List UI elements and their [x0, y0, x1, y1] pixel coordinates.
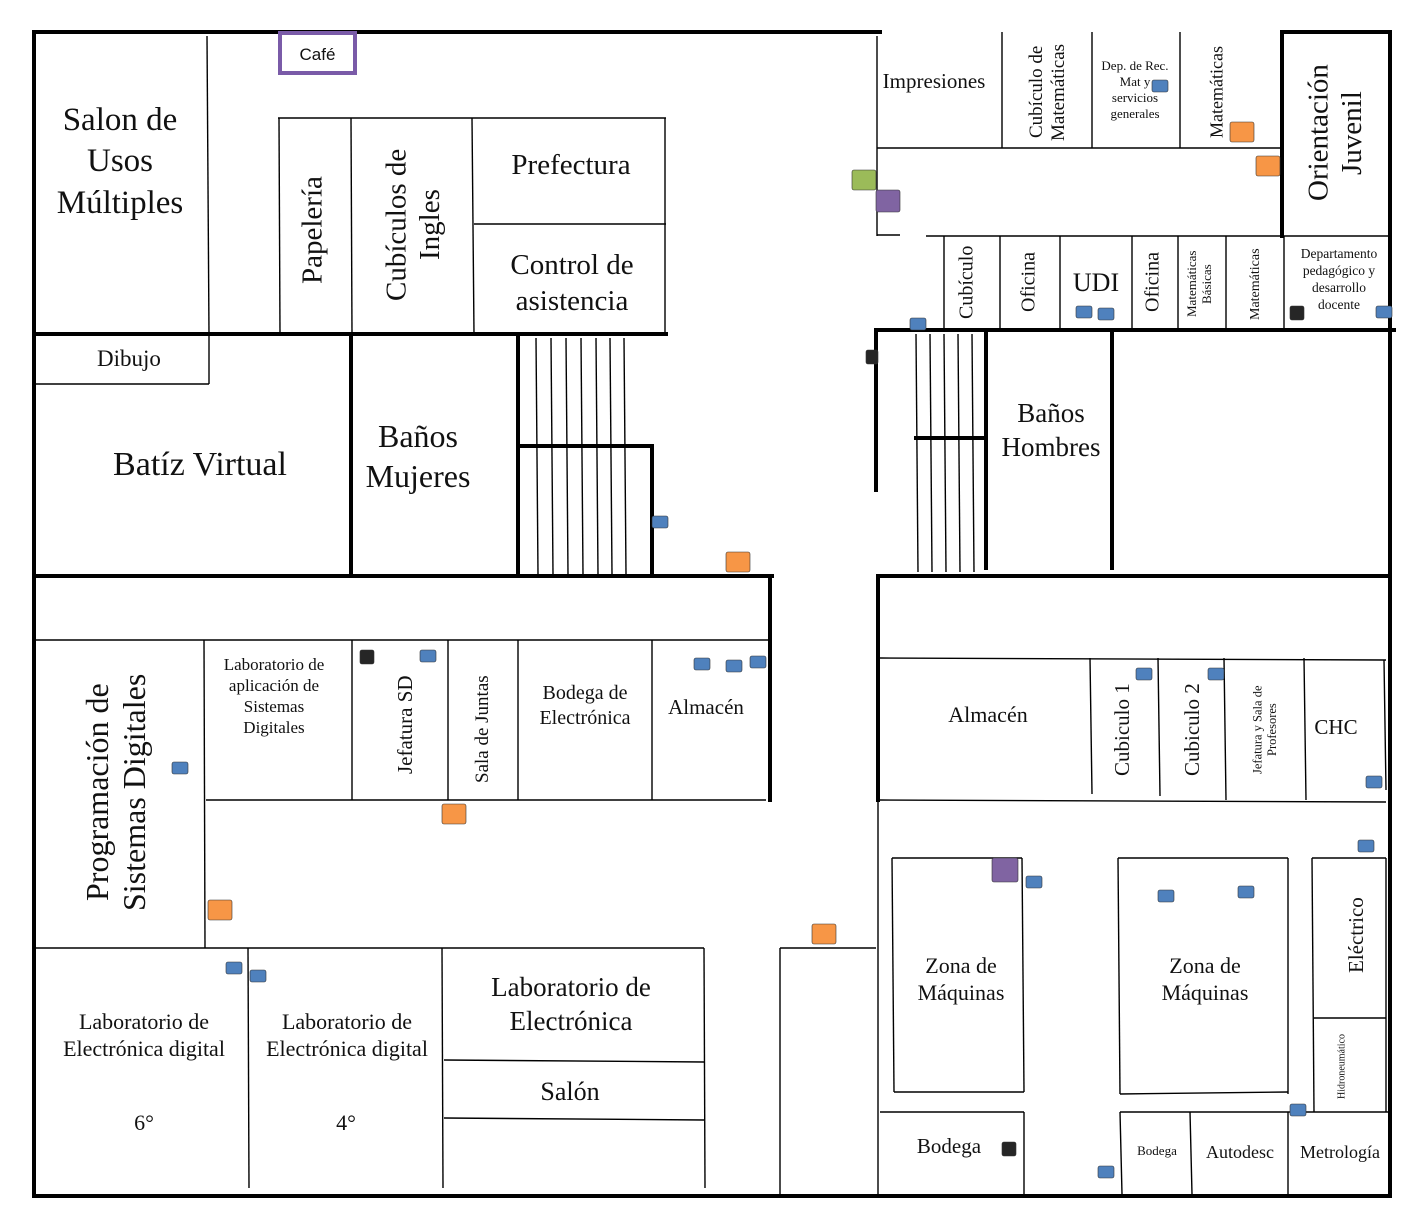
- blue-marker: [1289, 1103, 1307, 1117]
- blue-marker: [1157, 889, 1175, 903]
- depto-pedagogico-label: Departamento pedagógico y desarrollo doc…: [1300, 246, 1378, 312]
- dibujo-label: Dibujo: [97, 345, 161, 371]
- almacen-right-label: Almacén: [948, 702, 1028, 728]
- lab-electronica-label: Laboratorio de Electrónica: [491, 972, 651, 1036]
- lab-electronica-digital-6-label: Laboratorio de Electrónica digital: [63, 1008, 225, 1062]
- orientacion-juvenil-label: Orientación Juvenil: [1302, 64, 1368, 202]
- jefatura-sd-label: Jefatura SD: [392, 675, 417, 775]
- blue-marker: [1237, 885, 1255, 899]
- bodega-electronica-label: Bodega de Electrónica: [539, 682, 631, 729]
- blue-marker: [651, 515, 669, 529]
- almacen-left-label: Almacén: [668, 694, 744, 719]
- blue-marker: [1207, 667, 1225, 681]
- blue-marker: [749, 655, 767, 669]
- blue-marker: [1025, 875, 1043, 889]
- chc-label: CHC: [1314, 714, 1358, 739]
- purple-marker: [875, 189, 901, 213]
- lab-aplicacion-sd-label: Laboratorio de aplicación de Sistemas Di…: [223, 654, 325, 738]
- green-marker: [851, 169, 877, 191]
- control-asistencia-label: Control de asistencia: [510, 248, 634, 317]
- blue-marker: [725, 659, 743, 673]
- bodega-big-label: Bodega: [916, 1133, 982, 1158]
- banos-mujeres-label: Baños Mujeres: [365, 418, 471, 494]
- blue-marker: [909, 317, 927, 331]
- oficina-2-label: Oficina: [1141, 252, 1164, 312]
- hidroneumatico-label: Hidroneumático: [1336, 1034, 1348, 1100]
- cubiculo-matematicas-label: Cubículo de Matemáticas: [1026, 43, 1069, 141]
- cafe-room: Café: [278, 31, 357, 75]
- orange-marker: [1255, 155, 1281, 177]
- blue-marker: [1135, 667, 1153, 681]
- udi-label: UDI: [1072, 267, 1120, 297]
- black-marker: [359, 649, 375, 665]
- matematicas-top-label: Matemáticas: [1206, 46, 1227, 138]
- blue-marker: [1075, 305, 1093, 319]
- matematicas-basicas-label: Matemáticas Básicas: [1184, 250, 1214, 318]
- bodega-small-label: Bodega: [1137, 1142, 1177, 1158]
- thin-walls: [36, 32, 1390, 1195]
- electrico-label: Eléctrico: [1343, 897, 1368, 973]
- blue-marker: [249, 969, 267, 983]
- oficina-1-label: Oficina: [1017, 252, 1040, 312]
- black-marker: [1289, 305, 1305, 321]
- cubiculo-1-label: Cubiculo 1: [1109, 683, 1134, 777]
- cubiculos-ingles-label: Cubículos de Ingles: [380, 148, 446, 302]
- blue-marker: [1357, 839, 1375, 853]
- orange-marker: [441, 803, 467, 825]
- lab-electronica-digital-4-label: Laboratorio de Electrónica digital: [266, 1008, 428, 1062]
- jefatura-sala-profesores-label: Jefatura y Sala de Profesores: [1250, 685, 1279, 775]
- matematicas-mid-label: Matemáticas: [1247, 248, 1263, 320]
- grade-6-label: 6°: [134, 1110, 154, 1136]
- blue-marker: [1365, 775, 1383, 789]
- blue-marker: [171, 761, 189, 775]
- autodesc-label: Autodesc: [1206, 1141, 1274, 1162]
- metrologia-label: Metrología: [1300, 1141, 1380, 1162]
- blue-marker: [693, 657, 711, 671]
- blue-marker: [1097, 307, 1115, 321]
- salon-usos-multiples-label: Salon de Usos Múltiples: [56, 102, 184, 221]
- orange-marker: [207, 899, 233, 921]
- cubiculo-top-label: Cubículo: [955, 245, 978, 319]
- zona-maquinas-2-label: Zona de Máquinas: [1161, 952, 1249, 1006]
- cafe-label: Café: [299, 45, 336, 64]
- orange-marker: [811, 923, 837, 945]
- purple-marker: [991, 857, 1019, 883]
- impresiones-label: Impresiones: [882, 68, 986, 93]
- prefectura-label: Prefectura: [511, 148, 631, 181]
- grade-4-label: 4°: [336, 1110, 356, 1136]
- black-marker: [1001, 1141, 1017, 1157]
- blue-marker: [1151, 79, 1169, 93]
- papeleria-label: Papelería: [296, 176, 329, 284]
- programacion-sistemas-digitales-label: Programación de Sistemas Digitales: [79, 673, 152, 911]
- blue-marker: [1375, 305, 1393, 319]
- sala-juntas-label: Sala de Juntas: [472, 675, 494, 783]
- orange-marker: [725, 551, 751, 573]
- banos-hombres-label: Baños Hombres: [1001, 398, 1101, 462]
- orange-marker: [1229, 121, 1255, 143]
- thick-walls: [32, 30, 1396, 1198]
- batiz-virtual-label: Batíz Virtual: [113, 445, 287, 483]
- markers: [171, 79, 1393, 1179]
- blue-marker: [225, 961, 243, 975]
- zona-maquinas-1-label: Zona de Máquinas: [917, 952, 1005, 1006]
- salon-label: Salón: [540, 1076, 600, 1106]
- blue-marker: [1097, 1165, 1115, 1179]
- blue-marker: [419, 649, 437, 663]
- black-marker: [865, 349, 879, 365]
- dep-rec-mat-label: Dep. de Rec. Mat y servicios generales: [1101, 57, 1169, 122]
- cubiculo-2-label: Cubiculo 2: [1179, 683, 1204, 777]
